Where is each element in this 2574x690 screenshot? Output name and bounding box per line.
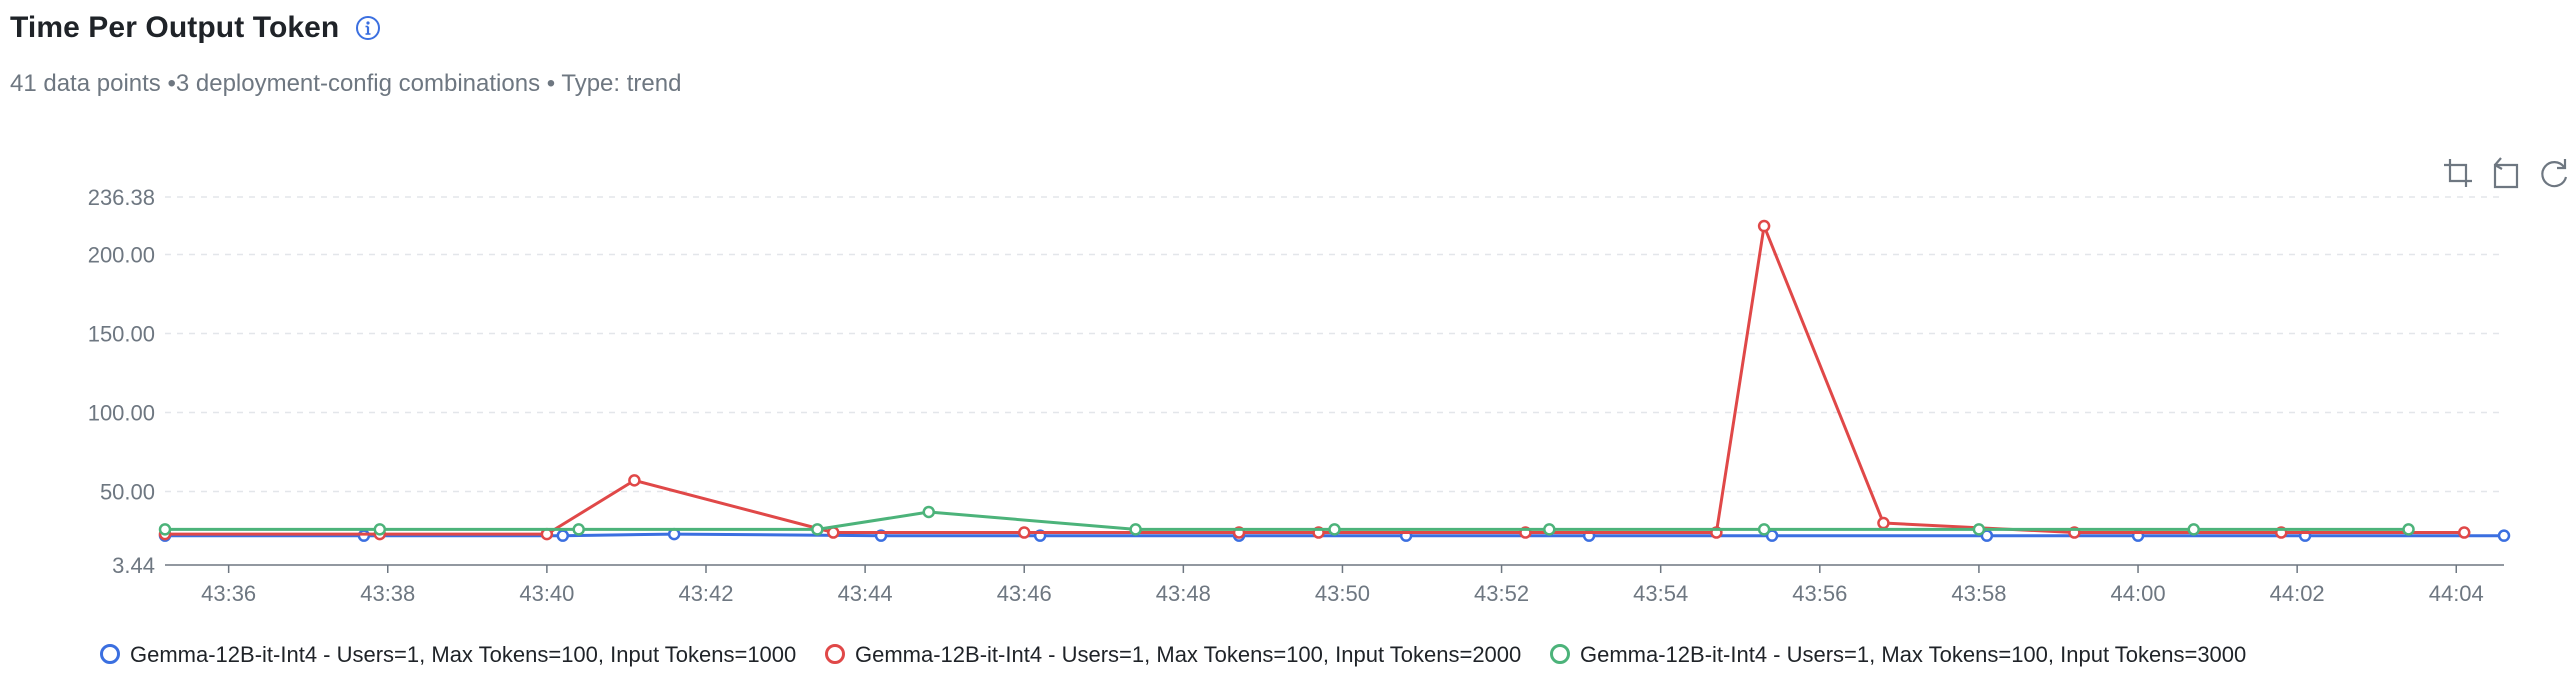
info-icon[interactable] bbox=[355, 15, 381, 41]
data-point[interactable] bbox=[2497, 529, 2511, 542]
data-point[interactable] bbox=[1757, 523, 1771, 536]
chart-toolbar[interactable] bbox=[2444, 157, 2568, 189]
data-point[interactable] bbox=[556, 529, 570, 542]
data-point[interactable] bbox=[373, 523, 387, 536]
x-tick-label: 43:50 bbox=[1315, 581, 1370, 606]
page-title: Time Per Output Token bbox=[10, 11, 340, 44]
x-tick-label: 44:04 bbox=[2429, 581, 2484, 606]
x-tick-label: 43:38 bbox=[360, 581, 415, 606]
legend-item[interactable]: Gemma-12B-it-Int4 - Users=1, Max Tokens=… bbox=[1550, 642, 2247, 667]
x-tick-label: 43:58 bbox=[1951, 581, 2006, 606]
data-point[interactable] bbox=[357, 529, 371, 542]
y-tick-label: 50.00 bbox=[100, 479, 155, 504]
title-row: Time Per Output Token bbox=[10, 8, 1410, 48]
legend-marker bbox=[825, 644, 845, 664]
data-point[interactable] bbox=[1972, 523, 1986, 536]
data-point[interactable] bbox=[628, 474, 641, 487]
y-tick-label: 200.00 bbox=[88, 242, 155, 267]
legend-item[interactable]: Gemma-12B-it-Int4 - Users=1, Max Tokens=… bbox=[100, 642, 797, 667]
data-point[interactable] bbox=[158, 523, 172, 536]
x-tick-label: 43:48 bbox=[1156, 581, 1211, 606]
data-point[interactable] bbox=[811, 523, 824, 536]
series-line[interactable] bbox=[165, 510, 2409, 531]
x-tick-label: 43:52 bbox=[1474, 581, 1529, 606]
series-line[interactable] bbox=[165, 224, 2465, 536]
legend-label: Gemma-12B-it-Int4 - Users=1, Max Tokens=… bbox=[1580, 642, 2246, 667]
x-tick-label: 43:56 bbox=[1792, 581, 1847, 606]
legend-item[interactable]: Gemma-12B-it-Int4 - Users=1, Max Tokens=… bbox=[825, 642, 1522, 667]
data-point[interactable] bbox=[1129, 523, 1142, 536]
data-point[interactable] bbox=[1017, 526, 1031, 539]
data-point[interactable] bbox=[572, 523, 585, 536]
chart-area: 3.44 50.00 100.00 150.00 200.00 236.38 43:36 43… bbox=[0, 130, 2574, 690]
series-3[interactable] bbox=[158, 505, 2415, 536]
data-point[interactable] bbox=[1328, 523, 1341, 536]
x-tick-label: 44:00 bbox=[2111, 581, 2166, 606]
data-point[interactable] bbox=[827, 526, 840, 539]
data-point[interactable] bbox=[1757, 219, 1771, 233]
data-point[interactable] bbox=[1543, 523, 1556, 536]
axis-layer: 3.44 50.00 100.00 150.00 200.00 236.38 43:36 43… bbox=[88, 185, 2504, 606]
data-point[interactable] bbox=[2457, 526, 2471, 539]
y-tick-label: 236.38 bbox=[88, 185, 155, 210]
y-tick-label: 100.00 bbox=[88, 400, 155, 425]
x-tick-label: 43:40 bbox=[519, 581, 574, 606]
refresh-icon[interactable] bbox=[2541, 159, 2568, 188]
data-point[interactable] bbox=[2402, 523, 2415, 536]
series-layer[interactable] bbox=[158, 219, 2511, 542]
legend-marker bbox=[1550, 644, 1570, 664]
restore-icon[interactable] bbox=[2493, 157, 2519, 189]
legend[interactable]: Gemma-12B-it-Int4 - Users=1, Max Tokens=… bbox=[100, 642, 2247, 667]
y-tick-label: 150.00 bbox=[88, 321, 155, 346]
legend-marker bbox=[100, 644, 120, 664]
crop-icon[interactable] bbox=[2444, 159, 2472, 187]
grid-layer bbox=[165, 196, 2504, 493]
chart-subtitle: 41 data points •3 deployment-config comb… bbox=[10, 70, 682, 97]
x-tick-label: 43:36 bbox=[201, 581, 256, 606]
chart-header: Time Per Output Token 41 data points •3 … bbox=[10, 8, 1410, 108]
data-point[interactable] bbox=[2187, 523, 2200, 536]
legend-label: Gemma-12B-it-Int4 - Users=1, Max Tokens=… bbox=[130, 642, 796, 667]
x-tick-label: 43:44 bbox=[838, 581, 893, 606]
x-tick-label: 43:42 bbox=[678, 581, 733, 606]
x-tick-label: 43:54 bbox=[1633, 581, 1688, 606]
legend-label: Gemma-12B-it-Int4 - Users=1, Max Tokens=… bbox=[855, 642, 1521, 667]
line-chart[interactable]: 3.44 50.00 100.00 150.00 200.00 236.38 43:36 43… bbox=[0, 130, 2574, 690]
x-tick-label: 43:46 bbox=[997, 581, 1052, 606]
x-tick-label: 44:02 bbox=[2270, 581, 2325, 606]
y-tick-label: 3.44 bbox=[112, 553, 155, 578]
data-point[interactable] bbox=[922, 505, 936, 519]
data-point[interactable] bbox=[1877, 516, 1890, 530]
